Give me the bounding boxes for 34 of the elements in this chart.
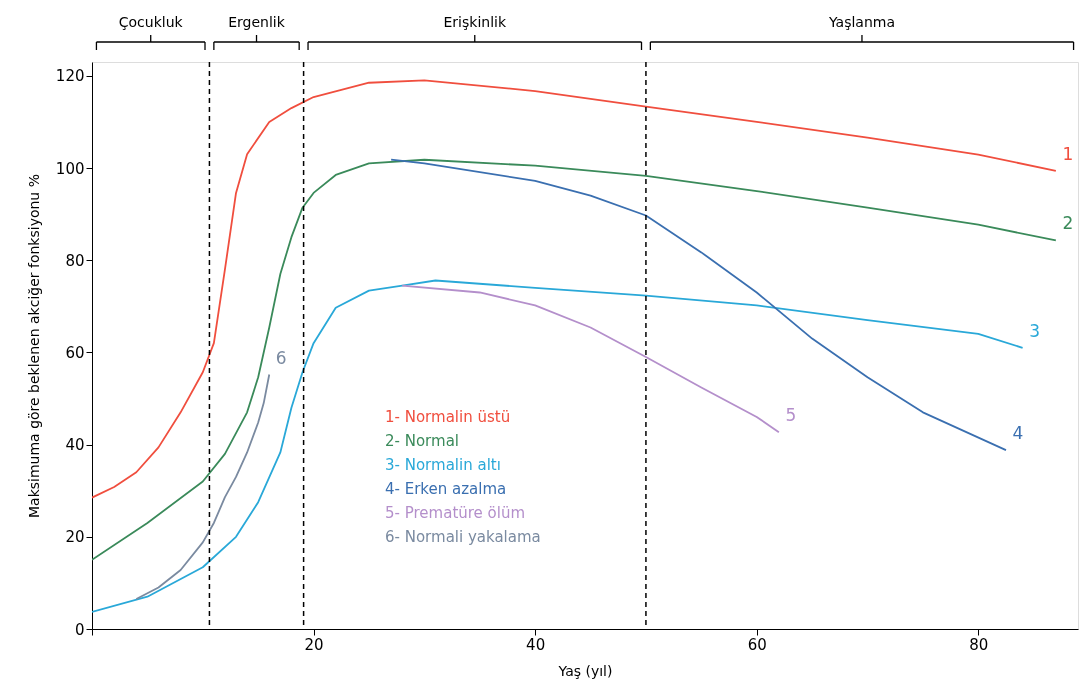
y-tick-label: 60 — [65, 343, 85, 362]
line-series — [92, 279, 1024, 613]
annotation: 3 — [1029, 320, 1041, 341]
line-series — [92, 158, 1057, 561]
y-axis-title: Maksimuma göre beklenen akciğer fonksiyonu % — [25, 174, 42, 518]
annotation: 6 — [275, 347, 287, 368]
text: Ergenlik — [228, 14, 286, 30]
text: Yaşlanma — [827, 14, 895, 30]
text: 5- Prematüre ölüm — [385, 504, 526, 522]
annotation: 2 — [1062, 213, 1074, 234]
text: 1- Normalin üstü — [385, 408, 511, 426]
y-tick-label: 100 — [55, 159, 85, 178]
x-axis-title: Yaş (yıl) — [557, 662, 613, 679]
annotation: 4 — [1012, 423, 1024, 444]
line-series — [92, 79, 1057, 499]
y-tick-label: 0 — [74, 620, 85, 639]
text: 6- Normali yakalama — [385, 528, 541, 546]
y-tick-label: 120 — [55, 67, 85, 86]
annotation: 1 — [1062, 143, 1074, 164]
x-tick-label: 20 — [304, 635, 324, 654]
text: 2- Normal — [385, 432, 459, 450]
text: Çocukluk — [118, 14, 184, 30]
text: Erişkinlik — [443, 14, 507, 30]
annotation: 5 — [785, 405, 797, 426]
x-tick-label: 80 — [969, 635, 989, 654]
y-tick-label: 40 — [65, 436, 85, 455]
line-series — [135, 373, 271, 600]
x-tick-label: 40 — [526, 635, 546, 654]
y-tick-label: 80 — [65, 251, 85, 270]
line-series — [401, 284, 780, 434]
text: 4- Erken azalma — [385, 480, 507, 498]
x-tick-label: 60 — [747, 635, 767, 654]
text: 3- Normalin altı — [385, 456, 501, 474]
y-tick-label: 20 — [65, 528, 85, 547]
